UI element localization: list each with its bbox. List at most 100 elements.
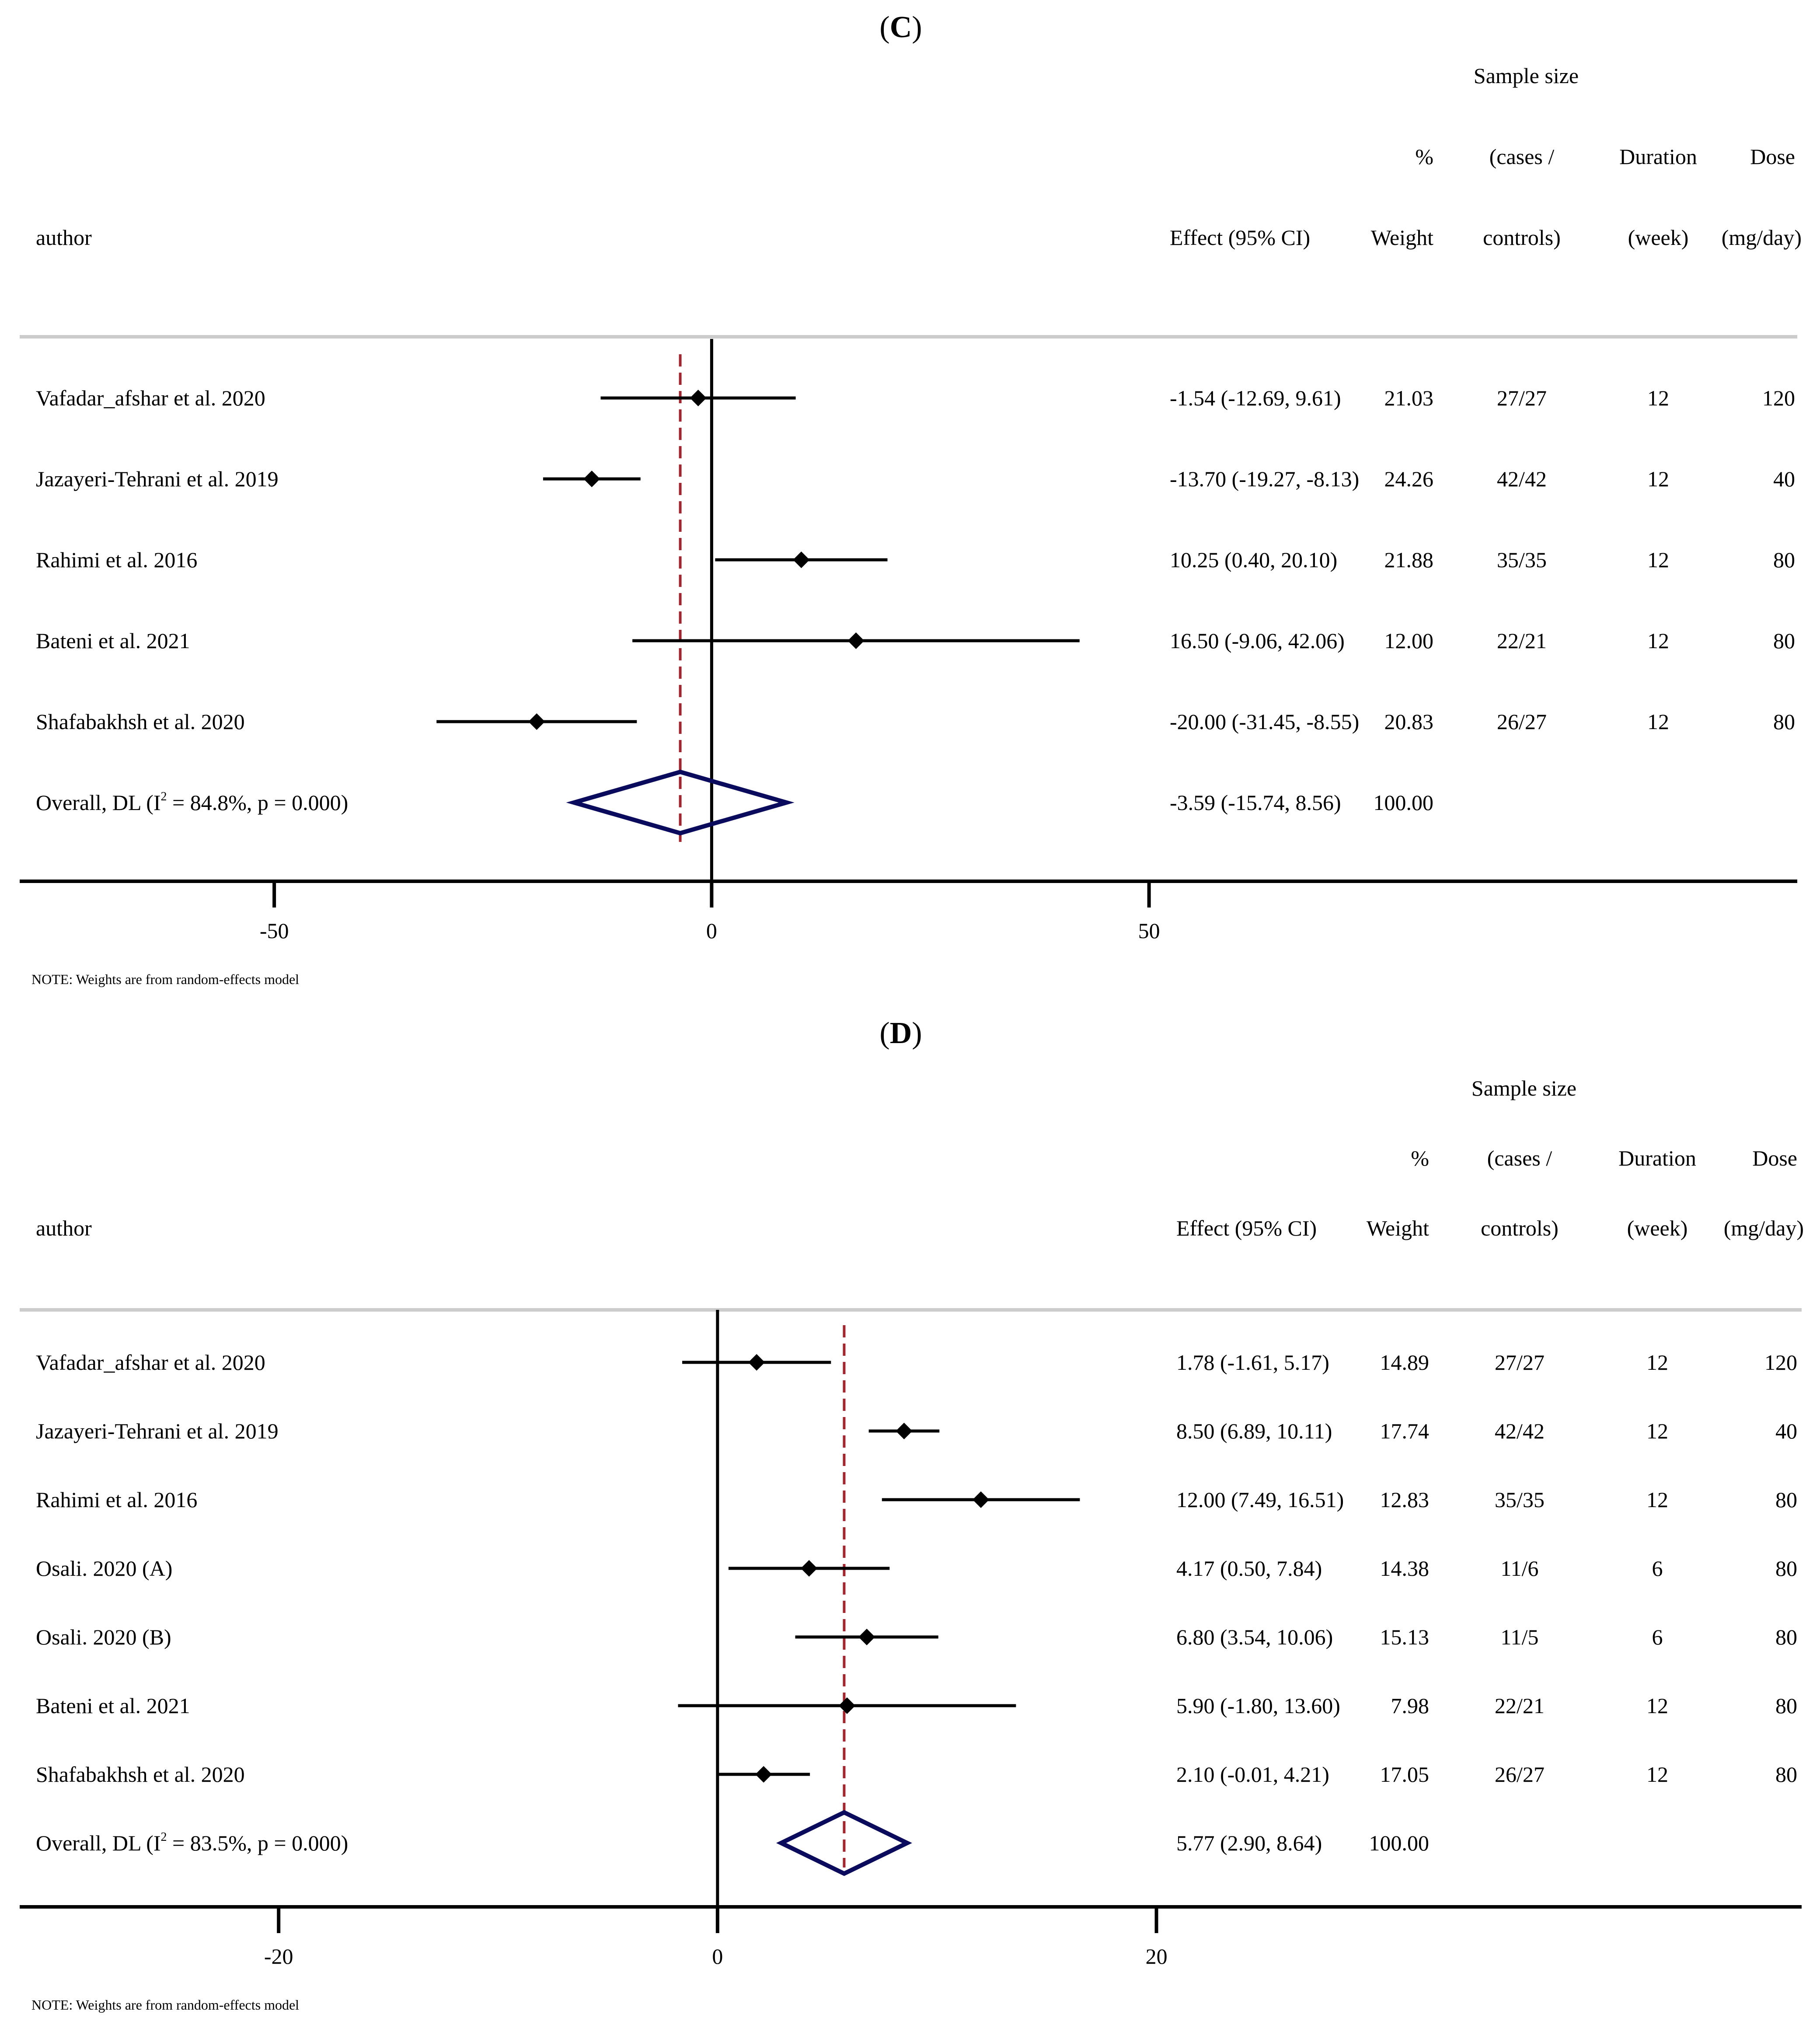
- study-sample-size: 42/42: [1495, 1419, 1545, 1443]
- study-author: Bateni et al. 2021: [36, 628, 190, 653]
- header-duration-unit: (week): [1627, 1216, 1688, 1240]
- study-author: Shafabakhsh et al. 2020: [36, 1762, 245, 1787]
- study-effect-ci: 6.80 (3.54, 10.06): [1176, 1625, 1333, 1649]
- x-tick-label: 20: [1146, 1944, 1168, 1969]
- study-author: Vafadar_afshar et al. 2020: [36, 386, 265, 410]
- study-sample-size: 22/21: [1495, 1693, 1545, 1718]
- study-sample-size: 27/27: [1495, 1350, 1545, 1375]
- study-effect-ci: 4.17 (0.50, 7.84): [1176, 1556, 1322, 1581]
- header-dose-unit: (mg/day): [1724, 1216, 1804, 1240]
- study-dose: 80: [1773, 709, 1795, 734]
- overall-weight: 100.00: [1369, 1831, 1430, 1855]
- study-weight: 14.89: [1380, 1350, 1430, 1375]
- study-dose: 80: [1773, 628, 1795, 653]
- header-weight-pct: %: [1411, 1146, 1429, 1170]
- study-effect-ci: 16.50 (-9.06, 42.06): [1170, 628, 1345, 653]
- study-effect-ci: 5.90 (-1.80, 13.60): [1176, 1693, 1340, 1718]
- study-duration: 12: [1647, 386, 1669, 410]
- study-dose: 120: [1764, 1350, 1797, 1375]
- study-duration: 12: [1646, 1419, 1668, 1443]
- overall-row: Overall, DL (I2 = 83.5%, p = 0.000) 5.77 …: [36, 1810, 1430, 1876]
- header-author: author: [36, 1216, 92, 1240]
- study-effect-ci: 12.00 (7.49, 16.51): [1176, 1487, 1344, 1512]
- point-estimate-marker: [801, 1560, 818, 1577]
- study-author: Rahimi et al. 2016: [36, 1487, 197, 1512]
- point-estimate-marker: [858, 1629, 875, 1645]
- overall-effect-ci: -3.59 (-15.74, 8.56): [1170, 790, 1341, 815]
- study-duration: 12: [1646, 1350, 1668, 1375]
- study-row: Bateni et al. 2021 16.50 (-9.06, 42.06) 12…: [36, 628, 1795, 653]
- study-weight: 17.05: [1380, 1762, 1430, 1787]
- panel-label: (C): [879, 10, 922, 44]
- study-sample-size: 22/21: [1497, 628, 1547, 653]
- point-estimate-marker: [793, 551, 810, 568]
- study-duration: 12: [1647, 628, 1669, 653]
- study-duration: 12: [1647, 467, 1669, 491]
- header-weight: Weight: [1367, 1216, 1429, 1240]
- header-sample-controls: controls): [1483, 225, 1561, 250]
- panel-label: (D): [879, 1016, 922, 1050]
- study-row: Rahimi et al. 2016 12.00 (7.49, 16.51) 12.…: [36, 1487, 1797, 1512]
- study-author: Jazayeri-Tehrani et al. 2019: [36, 1419, 279, 1443]
- study-author: Osali. 2020 (B): [36, 1625, 171, 1649]
- study-dose: 80: [1775, 1556, 1797, 1581]
- study-row: Osali. 2020 (A) 4.17 (0.50, 7.84) 14.38 11/…: [36, 1556, 1797, 1581]
- study-row: Vafadar_afshar et al. 2020 1.78 (-1.61, 5…: [36, 1350, 1797, 1375]
- study-effect-ci: 10.25 (0.40, 20.10): [1170, 548, 1337, 572]
- study-weight: 12.83: [1380, 1487, 1430, 1512]
- study-row: Vafadar_afshar et al. 2020 -1.54 (-12.69,…: [36, 386, 1795, 410]
- study-author: Rahimi et al. 2016: [36, 548, 197, 572]
- header-dose-unit: (mg/day): [1722, 225, 1802, 250]
- x-tick-label: -50: [260, 918, 289, 943]
- study-duration: 6: [1652, 1556, 1663, 1581]
- header-weight-pct: %: [1415, 144, 1433, 169]
- header-effect: Effect (95% CI): [1170, 225, 1310, 250]
- header-duration: Duration: [1619, 144, 1697, 169]
- study-duration: 12: [1647, 709, 1669, 734]
- study-weight: 20.83: [1384, 709, 1434, 734]
- study-author: Vafadar_afshar et al. 2020: [36, 1350, 265, 1375]
- point-estimate-marker: [748, 1354, 765, 1371]
- study-dose: 80: [1775, 1487, 1797, 1512]
- study-dose: 120: [1762, 386, 1795, 410]
- study-weight: 24.26: [1384, 467, 1434, 491]
- study-sample-size: 11/5: [1500, 1625, 1538, 1649]
- header-effect: Effect (95% CI): [1176, 1216, 1317, 1240]
- forest-panel-c: (C) author Effect (95% CI)% Weight Sample si…: [20, 10, 1802, 987]
- x-tick-label: 0: [712, 1944, 723, 1969]
- point-estimate-marker: [896, 1423, 913, 1439]
- study-dose: 40: [1775, 1419, 1797, 1443]
- study-row: Osali. 2020 (B) 6.80 (3.54, 10.06) 15.13 11…: [36, 1625, 1797, 1649]
- study-sample-size: 26/27: [1497, 709, 1547, 734]
- study-effect-ci: -1.54 (-12.69, 9.61): [1170, 386, 1341, 410]
- study-sample-size: 35/35: [1495, 1487, 1545, 1512]
- point-estimate-marker: [690, 390, 707, 406]
- header-dose: Dose: [1750, 144, 1795, 169]
- study-row: Jazayeri-Tehrani et al. 2019 8.50 (6.89, …: [36, 1419, 1797, 1443]
- x-tick-label: -20: [264, 1944, 293, 1969]
- overall-effect-ci: 5.77 (2.90, 8.64): [1176, 1831, 1322, 1855]
- study-duration: 12: [1646, 1487, 1668, 1512]
- study-duration: 12: [1646, 1693, 1668, 1718]
- study-sample-size: 27/27: [1497, 386, 1547, 410]
- study-row: Jazayeri-Tehrani et al. 2019 -13.70 (-19.…: [36, 467, 1795, 491]
- study-effect-ci: 8.50 (6.89, 10.11): [1176, 1419, 1332, 1443]
- header-sample-cases: (cases /: [1489, 144, 1555, 169]
- x-tick-label: 0: [706, 918, 717, 943]
- study-sample-size: 26/27: [1495, 1762, 1545, 1787]
- study-effect-ci: -13.70 (-19.27, -8.13): [1170, 467, 1359, 491]
- study-weight: 15.13: [1380, 1625, 1430, 1649]
- overall-label: Overall, DL (I2 = 84.8%, p = 0.000): [36, 790, 348, 815]
- overall-weight: 100.00: [1374, 790, 1434, 815]
- study-dose: 80: [1773, 548, 1795, 572]
- study-row: Bateni et al. 2021 5.90 (-1.80, 13.60) 7.9…: [36, 1693, 1797, 1718]
- header-sample-controls: controls): [1481, 1216, 1559, 1240]
- study-duration: 12: [1647, 548, 1669, 572]
- study-weight: 7.98: [1391, 1693, 1430, 1718]
- point-estimate-marker: [973, 1491, 990, 1508]
- study-row: Shafabakhsh et al. 2020 -20.00 (-31.45, -…: [36, 709, 1795, 734]
- study-sample-size: 35/35: [1497, 548, 1547, 572]
- study-effect-ci: 2.10 (-0.01, 4.21): [1176, 1762, 1329, 1787]
- forest-panel-d: (D) author Effect (95% CI)% Weight Sample si…: [20, 1016, 1804, 2013]
- point-estimate-marker: [838, 1697, 855, 1714]
